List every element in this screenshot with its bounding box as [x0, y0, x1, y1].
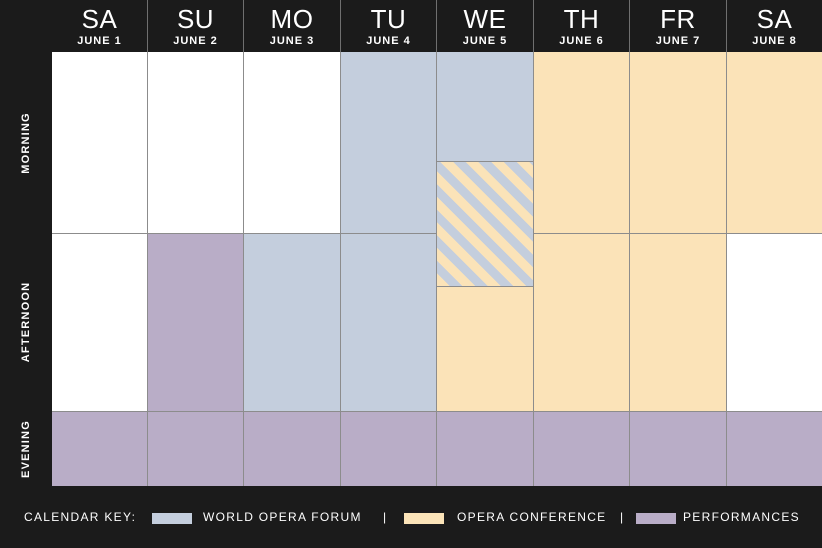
slot-june-5-morning[interactable] — [437, 52, 534, 162]
header-divider — [436, 0, 437, 52]
day-date: JUNE 5 — [462, 35, 508, 47]
day-of-week: MO — [270, 4, 314, 34]
header-divider — [243, 0, 244, 52]
day-header-june-4: TU JUNE 4 — [341, 0, 436, 52]
slot-june-1-morning[interactable] — [52, 52, 148, 234]
slot-june-8-afternoon[interactable] — [727, 234, 822, 412]
day-date: JUNE 2 — [173, 35, 218, 47]
day-of-week: SA — [81, 4, 118, 34]
slot-june-3-morning[interactable] — [244, 52, 341, 234]
slot-june-6-morning[interactable] — [534, 52, 630, 234]
day-of-week: SU — [176, 4, 215, 34]
day-header-june-7: FR JUNE 7 — [630, 0, 726, 52]
slot-june-8-evening[interactable] — [727, 412, 822, 486]
row-label-morning: MORNING — [0, 52, 52, 233]
slot-june-1-evening[interactable] — [52, 412, 148, 486]
slot-june-4-evening[interactable] — [341, 412, 437, 486]
day-of-week: TH — [563, 4, 600, 34]
slot-june-7-afternoon[interactable] — [630, 234, 727, 412]
slot-june-2-evening[interactable] — [148, 412, 244, 486]
calendar-key: CALENDAR KEY: WORLD OPERA FORUM | OPERA … — [0, 486, 822, 548]
row-label-text: EVENING — [20, 419, 32, 478]
header-divider — [533, 0, 534, 52]
day-date: JUNE 7 — [655, 35, 701, 47]
header-divider — [147, 0, 148, 52]
slot-june-1-afternoon[interactable] — [52, 234, 148, 412]
calendar-key-title: CALENDAR KEY: — [24, 510, 137, 524]
slot-june-8-morning[interactable] — [727, 52, 822, 234]
day-of-week: WE — [463, 4, 507, 34]
day-header-june-2: SU JUNE 2 — [148, 0, 243, 52]
slot-june-5-overlap[interactable] — [437, 161, 534, 287]
day-header-june-1: SA JUNE 1 — [52, 0, 147, 52]
slot-june-6-afternoon[interactable] — [534, 234, 630, 412]
row-label-afternoon: AFTERNOON — [0, 233, 52, 411]
day-date: JUNE 8 — [752, 35, 797, 47]
slot-june-3-evening[interactable] — [244, 412, 341, 486]
forum-swatch — [152, 513, 192, 524]
day-date: JUNE 6 — [559, 35, 604, 47]
slot-june-7-evening[interactable] — [630, 412, 727, 486]
slot-june-5-afternoon[interactable] — [437, 287, 534, 412]
key-separator: | — [620, 510, 625, 524]
conference-swatch — [404, 513, 444, 524]
day-date: JUNE 4 — [366, 35, 411, 47]
day-header-june-3: MO JUNE 3 — [244, 0, 340, 52]
conference-key-label: OPERA CONFERENCE — [457, 510, 607, 524]
performances-key-label: PERFORMANCES — [683, 510, 800, 524]
row-label-evening: EVENING — [0, 411, 52, 486]
day-date: JUNE 1 — [77, 35, 122, 47]
day-of-week: FR — [660, 4, 696, 34]
day-of-week: TU — [370, 4, 407, 34]
slot-june-2-afternoon[interactable] — [148, 234, 244, 412]
slot-june-4-afternoon[interactable] — [341, 234, 437, 412]
day-header-june-6: TH JUNE 6 — [534, 0, 629, 52]
key-separator: | — [383, 510, 388, 524]
slot-june-7-morning[interactable] — [630, 52, 727, 234]
header-divider — [629, 0, 630, 52]
row-label-text: AFTERNOON — [20, 281, 32, 363]
slot-june-6-evening[interactable] — [534, 412, 630, 486]
slot-june-3-afternoon[interactable] — [244, 234, 341, 412]
slot-june-2-morning[interactable] — [148, 52, 244, 234]
day-header-june-8: SA JUNE 8 — [727, 0, 822, 52]
performances-swatch — [636, 513, 676, 524]
day-date: JUNE 3 — [269, 35, 315, 47]
slot-june-5-evening[interactable] — [437, 412, 534, 486]
day-header-june-5: WE JUNE 5 — [437, 0, 533, 52]
forum-key-label: WORLD OPERA FORUM — [203, 510, 362, 524]
slot-june-4-morning[interactable] — [341, 52, 437, 234]
row-label-text: MORNING — [20, 111, 32, 174]
header-divider — [726, 0, 727, 52]
day-of-week: SA — [756, 4, 793, 34]
header-divider — [340, 0, 341, 52]
